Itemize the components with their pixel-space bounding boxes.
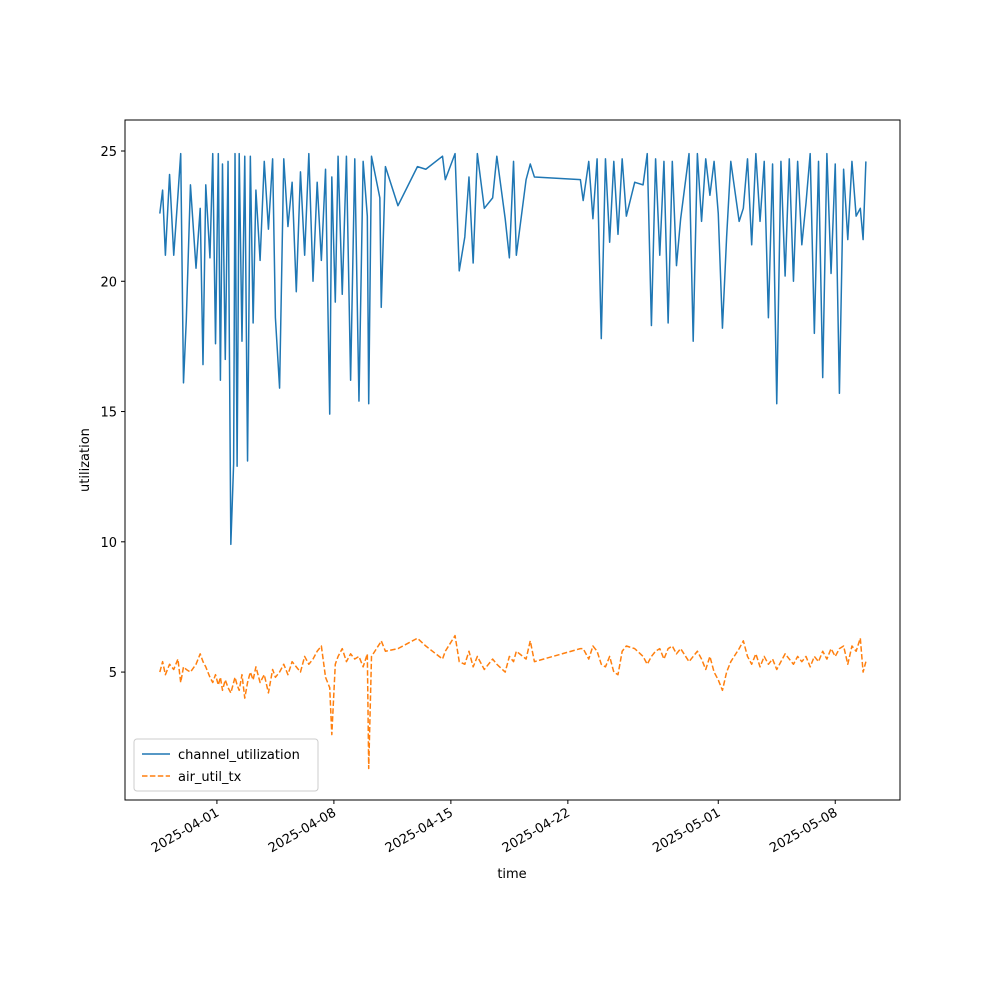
plot-area [159, 152, 867, 770]
legend-label: channel_utilization [178, 748, 300, 763]
y-tick-label: 15 [100, 406, 117, 421]
data-line [159, 634, 867, 770]
x-axis-label: time [497, 867, 526, 882]
data-line [159, 152, 867, 546]
y-tick-label: 10 [100, 536, 117, 551]
y-tick-label: 25 [100, 145, 117, 160]
legend-box [133, 738, 319, 792]
y-axis-label: utilization [78, 428, 93, 492]
plot-frame [124, 119, 901, 801]
y-tick-label: 20 [100, 275, 117, 290]
y-tick-label: 5 [109, 666, 117, 681]
legend-label: air_util_tx [178, 770, 242, 785]
